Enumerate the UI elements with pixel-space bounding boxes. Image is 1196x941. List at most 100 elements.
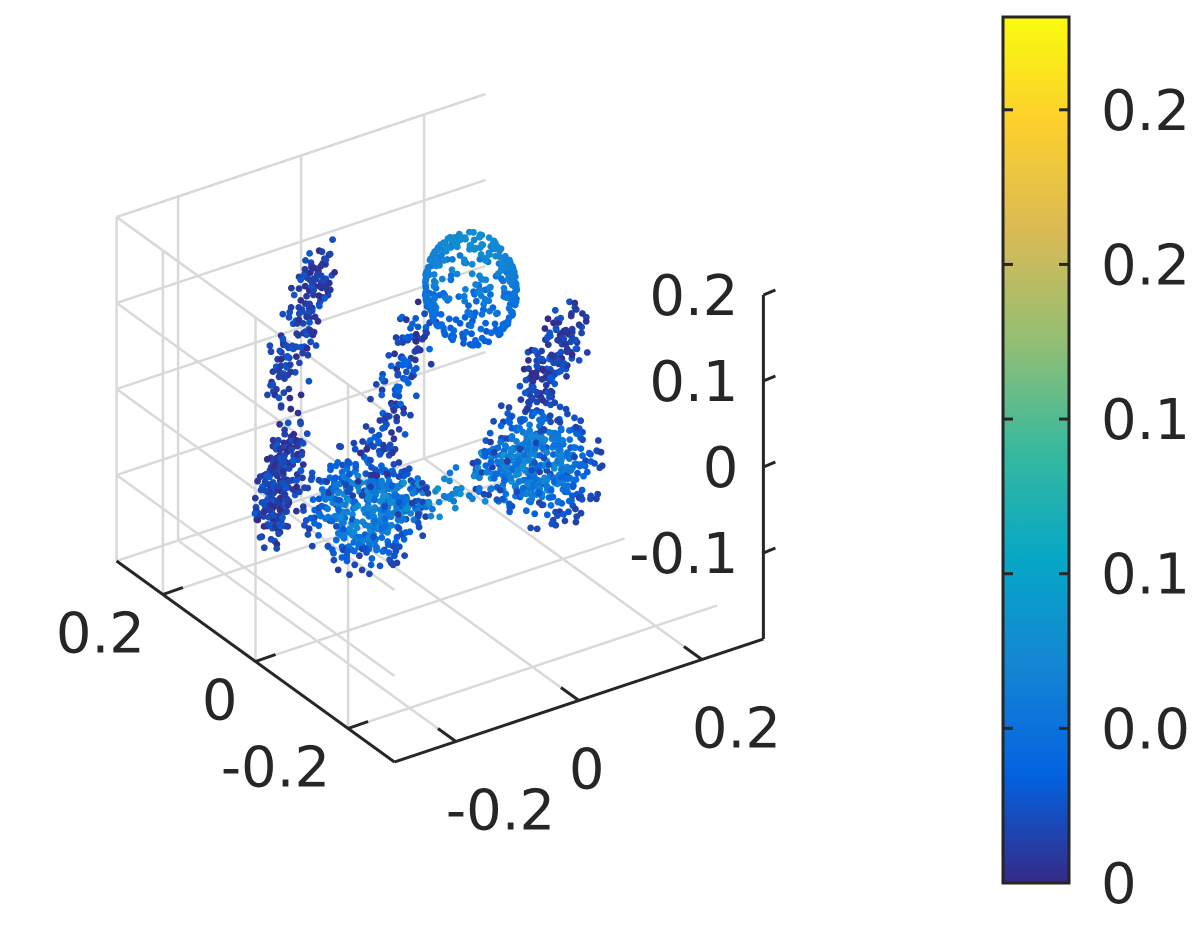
data-point (368, 555, 376, 562)
data-point (301, 282, 309, 290)
data-point (273, 545, 281, 552)
data-point (477, 286, 484, 294)
data-point (308, 282, 316, 290)
data-point (460, 259, 468, 267)
data-point (383, 421, 390, 428)
data-point (450, 327, 458, 334)
data-point (540, 413, 547, 420)
data-point (362, 423, 370, 430)
data-point (288, 284, 295, 292)
data-point (383, 470, 391, 478)
data-point (397, 400, 404, 408)
data-point (472, 297, 480, 305)
data-point (401, 431, 409, 438)
data-point (358, 566, 366, 574)
data-point (567, 467, 575, 474)
data-point (318, 284, 326, 292)
data-point (579, 436, 586, 444)
data-point (368, 441, 375, 449)
data-point (422, 485, 430, 493)
data-point (571, 414, 578, 422)
data-point (563, 449, 571, 456)
data-point (378, 375, 386, 382)
data-point (543, 511, 551, 519)
data-point (441, 331, 449, 339)
data-point (393, 413, 401, 421)
data-point (560, 360, 568, 367)
data-point (275, 373, 283, 381)
data-point (455, 293, 463, 300)
data-point (583, 349, 591, 356)
data-point (297, 391, 305, 399)
data-point (422, 513, 429, 520)
data-point (304, 484, 312, 492)
data-point (513, 438, 520, 445)
data-point (379, 465, 387, 473)
data-point (351, 445, 359, 453)
data-point (561, 340, 569, 348)
data-point (354, 472, 362, 480)
data-point (427, 360, 435, 368)
data-point (294, 409, 302, 417)
data-point (306, 318, 313, 326)
data-point (470, 236, 478, 244)
data-point (496, 486, 504, 494)
data-point (332, 536, 340, 544)
data-point (557, 455, 565, 463)
colorbar-tick-label: 0.2 (1101, 79, 1190, 144)
data-point (438, 275, 446, 283)
grid-line-y-floor (347, 604, 718, 730)
data-point (531, 474, 538, 481)
data-point (493, 496, 501, 504)
data-point (371, 505, 379, 513)
data-point (299, 503, 307, 511)
data-point (356, 552, 363, 560)
data-point (487, 283, 494, 291)
data-point (437, 311, 445, 318)
data-point (403, 368, 410, 376)
data-point (517, 396, 525, 403)
data-point (518, 417, 526, 425)
data-point (264, 391, 271, 399)
data-point (502, 490, 510, 498)
data-point (521, 389, 529, 397)
data-point (289, 457, 297, 465)
data-point (544, 315, 552, 323)
data-point (370, 517, 378, 525)
data-point (335, 496, 343, 504)
data-point (547, 502, 555, 509)
data-point (506, 500, 513, 508)
data-point (525, 398, 532, 406)
data-point (578, 486, 586, 494)
data-point (438, 251, 445, 259)
y-tick (255, 653, 276, 663)
data-point (558, 500, 566, 507)
data-point (533, 398, 541, 406)
data-point (425, 271, 433, 279)
data-point (265, 513, 273, 521)
data-point (575, 357, 583, 364)
data-point (525, 365, 532, 372)
data-point (343, 508, 351, 516)
data-point (523, 405, 531, 413)
data-point (582, 318, 590, 325)
data-point (400, 479, 407, 487)
data-point (487, 329, 495, 337)
data-point (490, 417, 497, 425)
data-point (535, 489, 543, 497)
data-point (296, 488, 303, 496)
y-tick-label: -0.2 (221, 736, 330, 801)
data-point (408, 373, 415, 381)
grid-line-z-back (116, 178, 486, 305)
data-point (481, 447, 489, 455)
data-point (508, 412, 516, 420)
data-point (555, 357, 562, 364)
data-point (279, 310, 287, 318)
x-tick-label: 0.2 (692, 697, 781, 762)
data-point (297, 276, 305, 284)
data-point (402, 316, 410, 324)
data-point (349, 511, 356, 518)
data-point (296, 359, 303, 367)
data-point (273, 385, 280, 393)
data-point (547, 487, 555, 494)
